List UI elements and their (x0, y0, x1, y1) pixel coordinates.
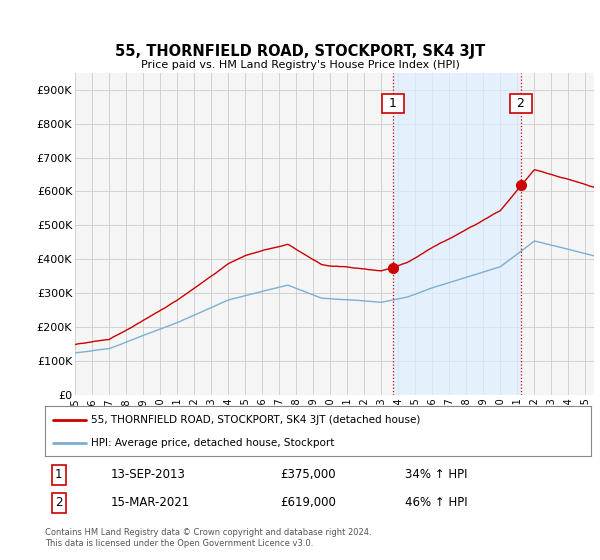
Bar (393, 73, 521, 395)
Text: £619,000: £619,000 (280, 496, 335, 510)
Text: 46% ↑ HPI: 46% ↑ HPI (406, 496, 468, 510)
Text: Contains HM Land Registry data © Crown copyright and database right 2024.: Contains HM Land Registry data © Crown c… (45, 528, 371, 537)
Text: 34% ↑ HPI: 34% ↑ HPI (406, 468, 468, 482)
Text: £375,000: £375,000 (280, 468, 335, 482)
Text: 1: 1 (385, 97, 401, 110)
Text: 2: 2 (55, 496, 62, 510)
Text: 13-SEP-2013: 13-SEP-2013 (110, 468, 185, 482)
Text: 2: 2 (513, 97, 529, 110)
Text: 15-MAR-2021: 15-MAR-2021 (110, 496, 190, 510)
Text: This data is licensed under the Open Government Licence v3.0.: This data is licensed under the Open Gov… (45, 539, 313, 548)
Text: 1: 1 (55, 468, 62, 482)
Text: Price paid vs. HM Land Registry's House Price Index (HPI): Price paid vs. HM Land Registry's House … (140, 60, 460, 70)
Text: HPI: Average price, detached house, Stockport: HPI: Average price, detached house, Stoc… (91, 438, 335, 448)
Text: 55, THORNFIELD ROAD, STOCKPORT, SK4 3JT: 55, THORNFIELD ROAD, STOCKPORT, SK4 3JT (115, 44, 485, 59)
Text: 55, THORNFIELD ROAD, STOCKPORT, SK4 3JT (detached house): 55, THORNFIELD ROAD, STOCKPORT, SK4 3JT … (91, 414, 421, 424)
